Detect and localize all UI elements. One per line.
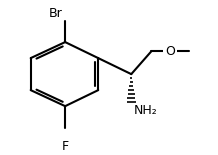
Text: NH₂: NH₂ — [133, 104, 157, 117]
Text: O: O — [165, 45, 175, 58]
Text: Br: Br — [48, 7, 62, 20]
Text: F: F — [62, 140, 69, 153]
